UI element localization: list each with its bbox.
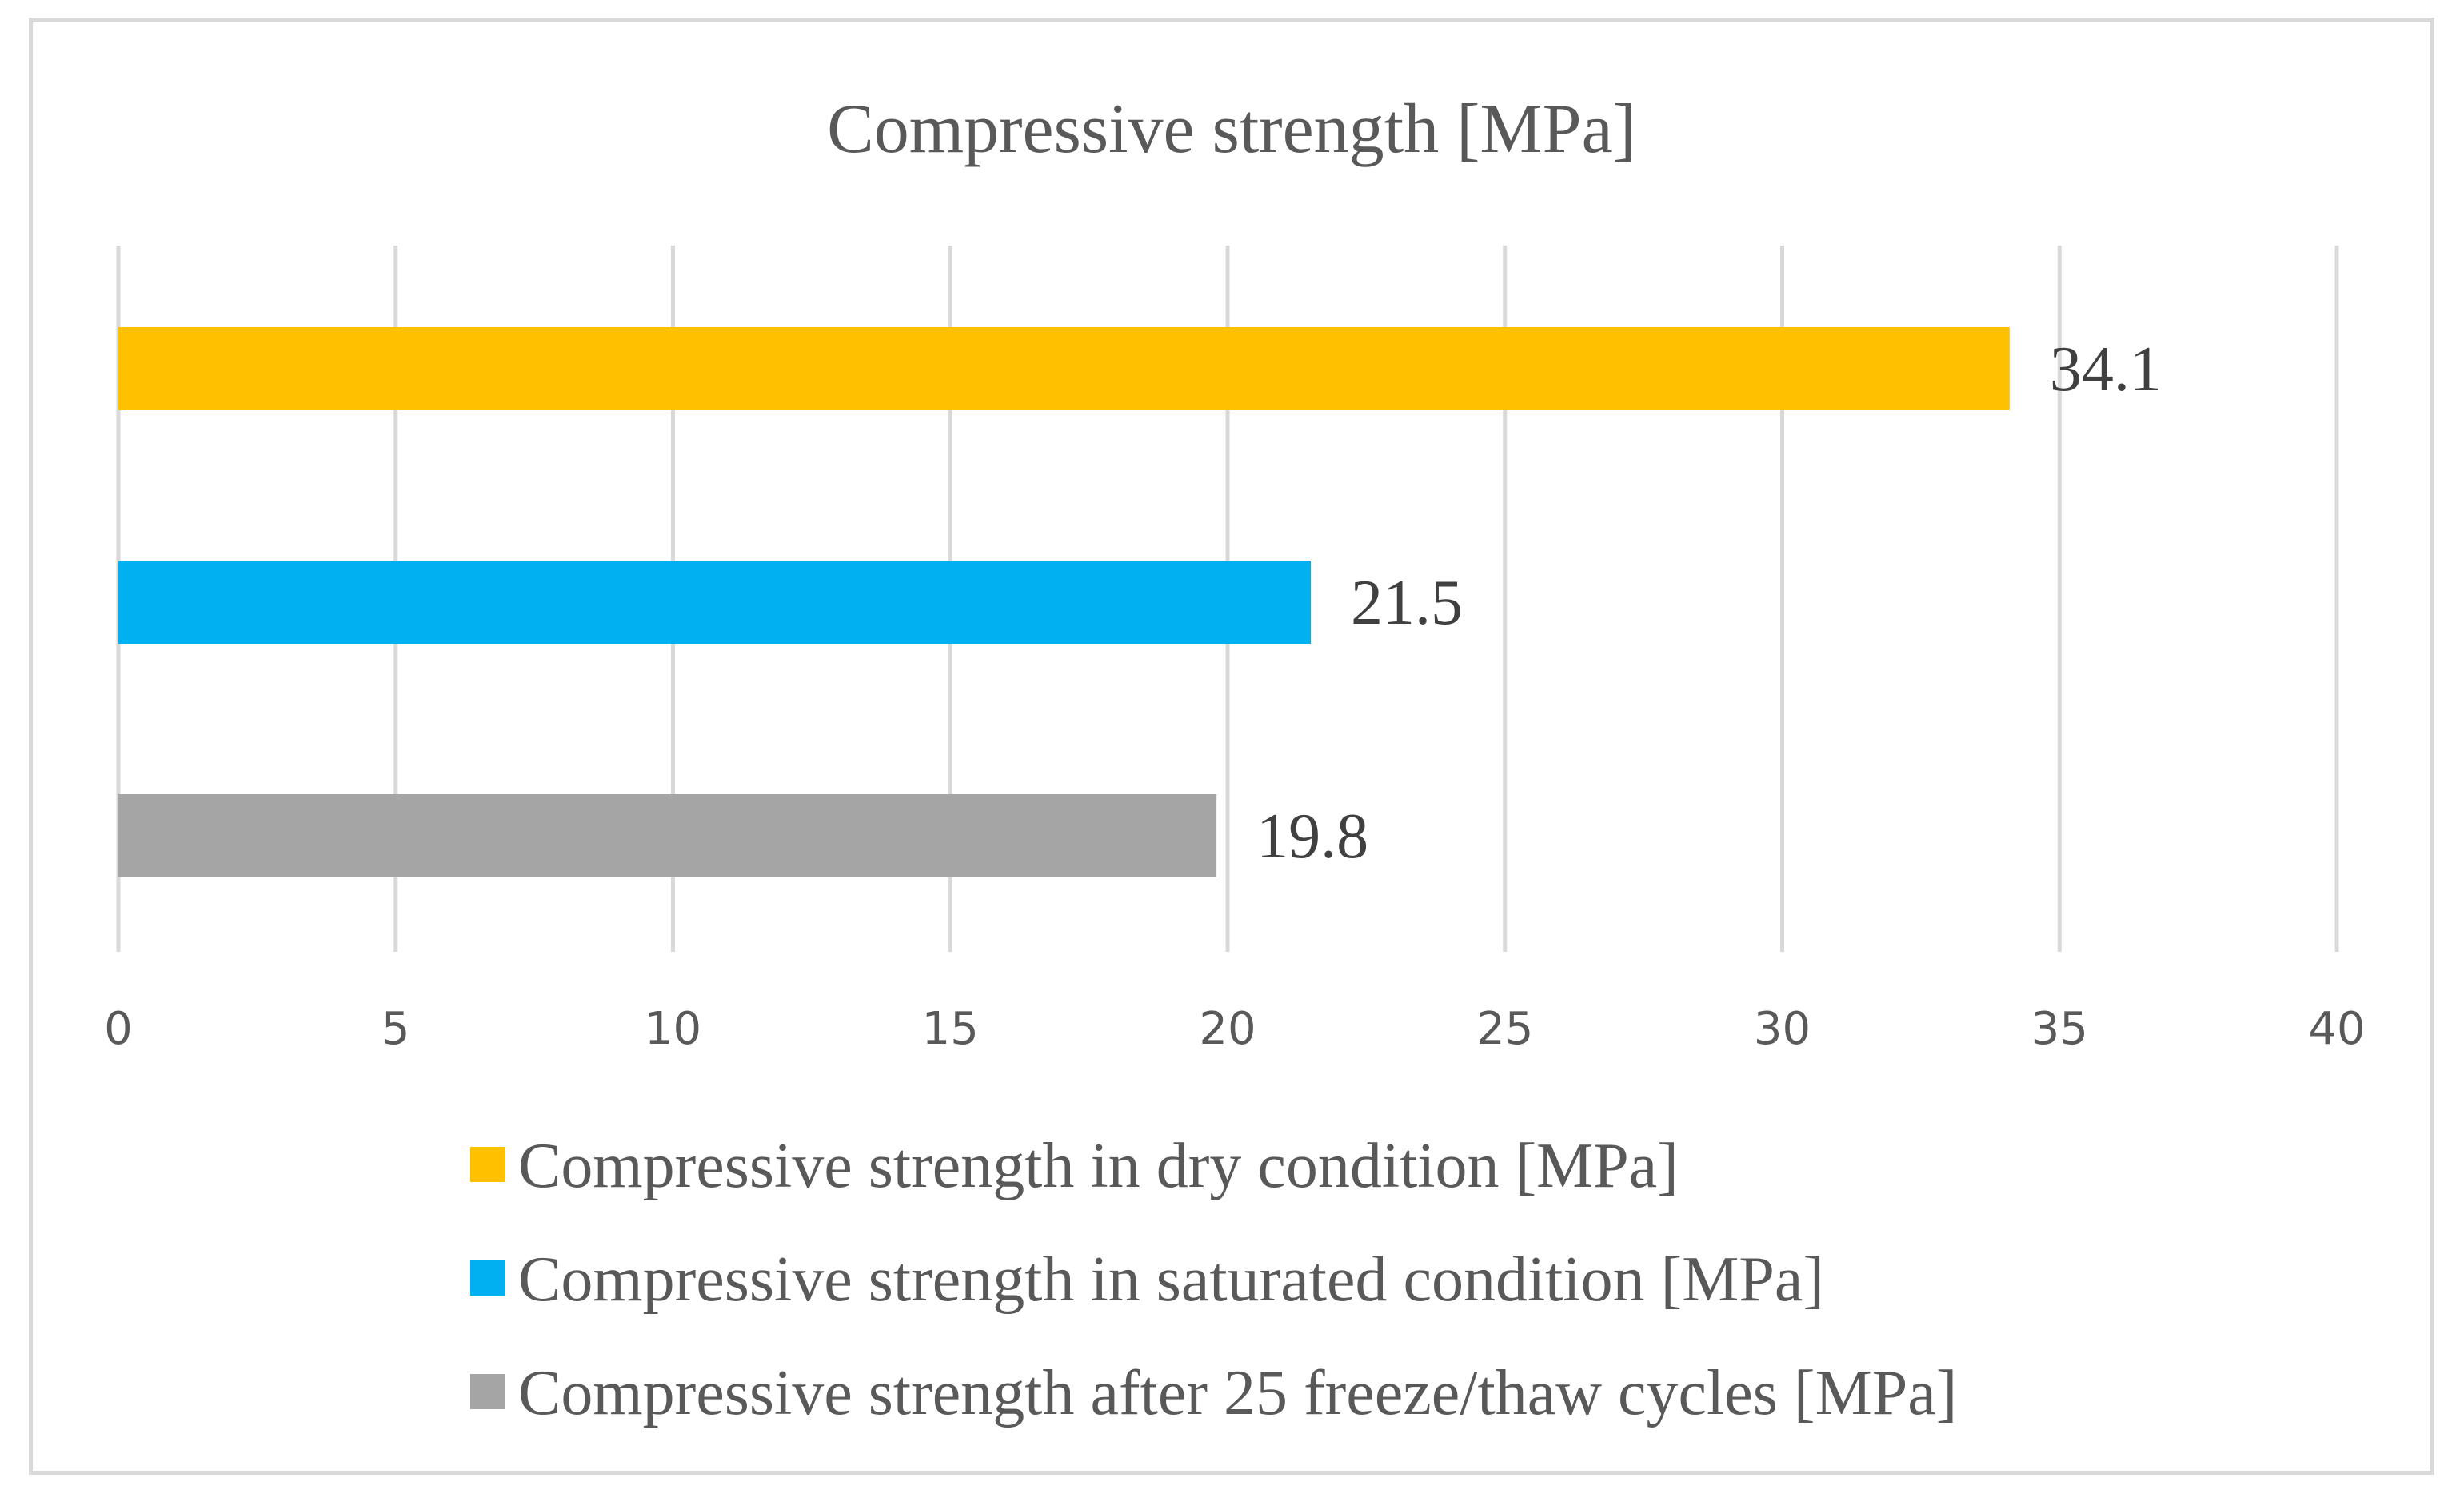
legend-entry-0: Compressive strength in dry condition [M… — [518, 1131, 1679, 1201]
bar-2 — [118, 794, 1217, 877]
x-tick-label-5: 5 — [381, 1003, 410, 1055]
x-tick-label-30: 30 — [1754, 1003, 1811, 1055]
bar-0 — [118, 327, 2010, 410]
x-tick-label-25: 25 — [1476, 1003, 1533, 1055]
data-label-2: 19.8 — [1256, 801, 1368, 872]
x-tick-label-10: 10 — [645, 1003, 701, 1055]
x-axis-ticks: 0 5 10 15 20 25 30 35 40 — [104, 1003, 2365, 1055]
x-tick-label-0: 0 — [104, 1003, 133, 1055]
legend-swatch-0 — [470, 1147, 505, 1182]
chart-frame — [29, 18, 2434, 1475]
legend: Compressive strength in dry condition [M… — [470, 1131, 1957, 1428]
legend-swatch-2 — [470, 1374, 505, 1409]
data-labels: 34.1 21.5 19.8 — [1256, 334, 2162, 872]
legend-swatch-1 — [470, 1260, 505, 1296]
legend-entry-2: Compressive strength after 25 freeze/tha… — [518, 1358, 1957, 1428]
x-tick-label-40: 40 — [2308, 1003, 2365, 1055]
x-tick-label-20: 20 — [1199, 1003, 1256, 1055]
data-label-1: 21.5 — [1351, 568, 1463, 638]
legend-entry-1: Compressive strength in saturated condit… — [518, 1244, 1824, 1315]
chart-title: Compressive strength [MPa] — [827, 90, 1636, 168]
data-label-0: 34.1 — [2050, 334, 2162, 405]
bar-1 — [118, 561, 1312, 644]
bars — [118, 327, 2010, 877]
x-tick-label-15: 15 — [922, 1003, 979, 1055]
x-tick-label-35: 35 — [2031, 1003, 2088, 1055]
